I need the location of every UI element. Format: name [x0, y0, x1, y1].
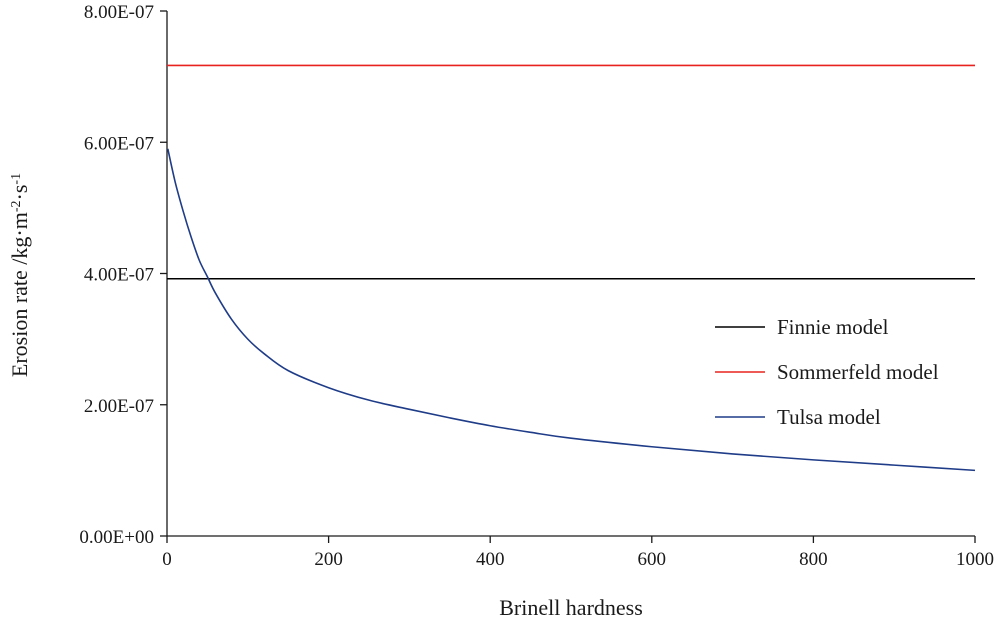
x-tick-label: 600: [638, 549, 667, 570]
y-tick-label: 2.00E-07: [84, 396, 154, 417]
y-axis-title: Erosion rate /kg·m-2·s-1: [7, 173, 32, 377]
y-axis-title-main: Erosion rate /kg·m: [7, 212, 32, 377]
x-tick-label: 0: [162, 549, 172, 570]
x-axis-title: Brinell hardness: [499, 595, 643, 620]
y-tick-label: 6.00E-07: [84, 133, 154, 154]
x-tick-label: 400: [476, 549, 505, 570]
legend-label-tulsa-model: Tulsa model: [777, 405, 881, 429]
legend: Finnie model Sommerfeld model Tulsa model: [715, 315, 939, 429]
x-tick-label: 1000: [956, 549, 994, 570]
y-tick-label: 8.00E-07: [84, 2, 154, 23]
y-tick-label: 0.00E+00: [79, 527, 154, 548]
legend-label-finnie-model: Finnie model: [777, 315, 889, 339]
y-axis-title-mid: ·s: [7, 185, 32, 201]
y-tick-label: 4.00E-07: [84, 265, 154, 286]
y-axis-title-sup1: -2: [9, 200, 24, 212]
y-axis-title-sup2: -1: [9, 173, 24, 185]
series-layer: [167, 64, 976, 472]
x-tick-label: 800: [799, 549, 828, 570]
axes: 0.00E+00 2.00E-07 4.00E-07 6.00E-07 8.00E-07…: [79, 2, 994, 570]
legend-label-sommerfeld-model: Sommerfeld model: [777, 360, 939, 384]
series-line-tulsa-model: [167, 148, 976, 472]
x-tick-label: 200: [314, 549, 343, 570]
